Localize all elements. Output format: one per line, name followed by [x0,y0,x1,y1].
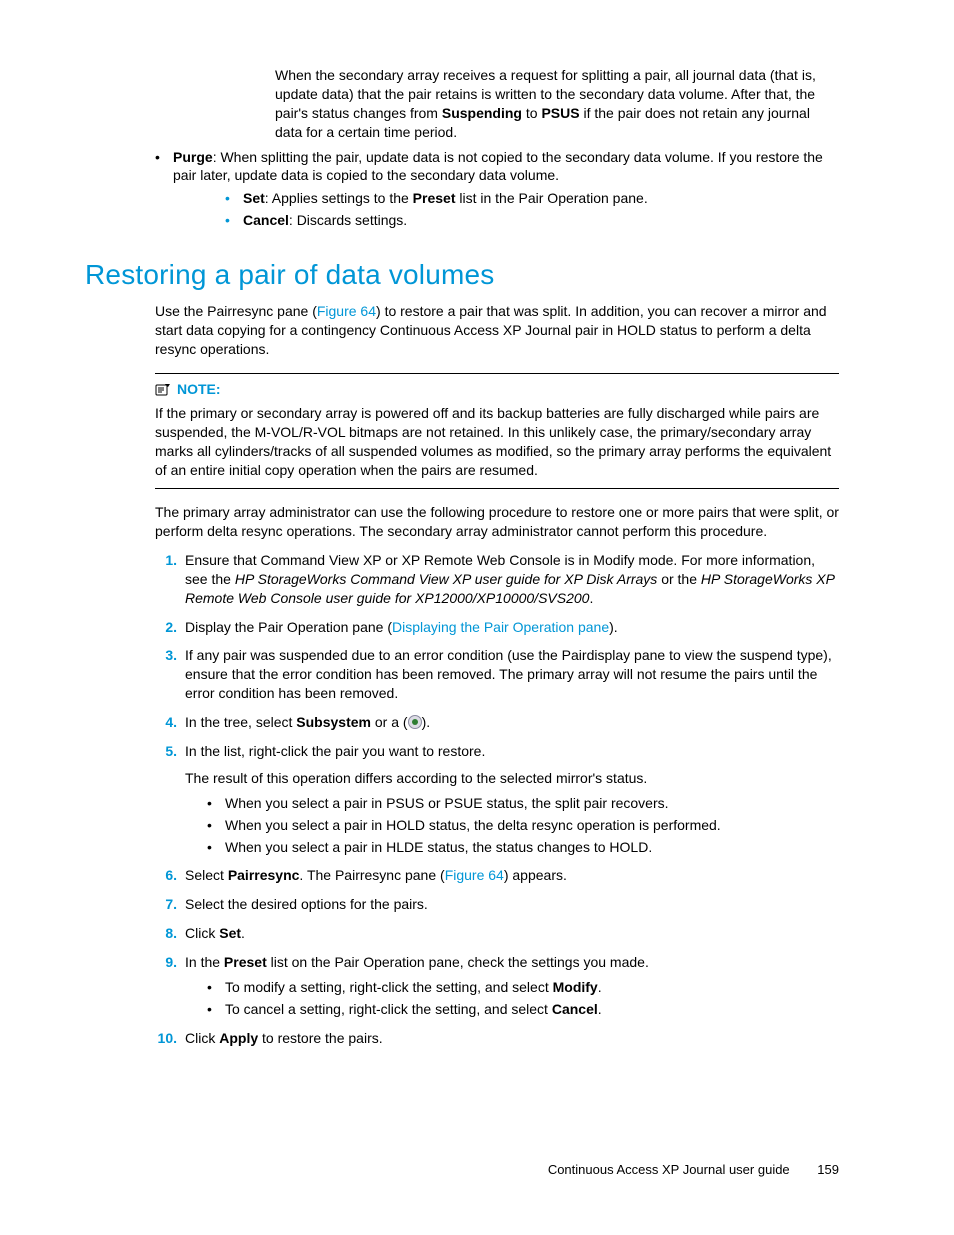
step5-text: In the list, right-click the pair you wa… [185,743,485,759]
step-5: In the list, right-click the pair you wa… [155,742,839,856]
step9-a: In the [185,954,224,970]
s9b2a: To cancel a setting, right-click the set… [225,1001,552,1017]
step5-sub3: When you select a pair in HLDE status, t… [207,838,839,857]
set-tail: list in the Pair Operation pane. [455,190,647,206]
step4-bold: Subsystem [296,714,371,730]
set-label: Set [243,190,265,206]
s9b2b: . [598,1001,602,1017]
step9-sub1: To modify a setting, right-click the set… [207,978,839,997]
step1-end: . [589,590,593,606]
figure-64-link-2[interactable]: Figure 64 [445,867,504,883]
step2-b: ). [609,619,618,635]
page-number: 159 [817,1162,839,1177]
step-9: In the Preset list on the Pair Operation… [155,953,839,1019]
note-label: NOTE: [177,381,221,397]
step6-a: Select [185,867,228,883]
step10-bold: Apply [219,1030,258,1046]
step2-a: Display the Pair Operation pane ( [185,619,392,635]
s9b1a: To modify a setting, right-click the set… [225,979,553,995]
footer-title: Continuous Access XP Journal user guide [548,1162,790,1177]
display-pair-link[interactable]: Displaying the Pair Operation pane [392,619,609,635]
step4-b: or a ( [371,714,408,730]
procedure-steps: Ensure that Command View XP or XP Remote… [155,551,839,1048]
set-cancel-list: Set: Applies settings to the Preset list… [225,189,839,230]
after-note-para: The primary array administrator can use … [155,503,839,541]
figure-64-link[interactable]: Figure 64 [317,303,376,319]
preset-bold: Preset [413,190,456,206]
page-container: When the secondary array receives a requ… [0,0,954,1235]
step9-bold: Preset [224,954,267,970]
step9-b: list on the Pair Operation pane, check t… [267,954,649,970]
step5-sub2: When you select a pair in HOLD status, t… [207,816,839,835]
step4-c: ). [422,714,431,730]
step6-bold: Pairresync [228,867,300,883]
step-6: Select Pairresync. The Pairresync pane (… [155,866,839,885]
step6-c: ) appears. [504,867,567,883]
step9-sub2: To cancel a setting, right-click the set… [207,1000,839,1019]
s9b1bold: Modify [553,979,598,995]
bold-psus: PSUS [541,105,579,121]
step-7: Select the desired options for the pairs… [155,895,839,914]
step10-a: Click [185,1030,219,1046]
cancel-text: : Discards settings. [289,212,407,228]
step-2: Display the Pair Operation pane (Display… [155,618,839,637]
bold-suspending: Suspending [442,105,522,121]
purge-item: Purge: When splitting the pair, update d… [155,148,839,186]
step6-b: . The Pairresync pane ( [299,867,444,883]
s9b2bold: Cancel [552,1001,598,1017]
set-text: : Applies settings to the [265,190,413,206]
step-8: Click Set. [155,924,839,943]
note-bottom-rule [155,488,839,489]
purge-label: Purge [173,149,213,165]
note-body: If the primary or secondary array is pow… [155,404,839,480]
section-heading: Restoring a pair of data volumes [85,256,839,294]
flush-paragraph: When the secondary array receives a requ… [275,66,839,142]
step-1: Ensure that Command View XP or XP Remote… [155,551,839,608]
cancel-item: Cancel: Discards settings. [225,211,839,230]
note-icon [155,382,171,401]
continuation-block: When the secondary array receives a requ… [155,66,839,230]
s9b1b: . [598,979,602,995]
step9-sublist: To modify a setting, right-click the set… [207,978,839,1019]
note-top-rule [155,373,839,374]
step10-b: to restore the pairs. [258,1030,383,1046]
purge-text: : When splitting the pair, update data i… [173,149,823,184]
to-word: to [522,105,541,121]
step8-b: . [241,925,245,941]
step-3: If any pair was suspended due to an erro… [155,646,839,703]
cancel-label: Cancel [243,212,289,228]
subsystem-tree-icon [408,715,422,729]
set-item: Set: Applies settings to the Preset list… [225,189,839,208]
step8-bold: Set [219,925,241,941]
note-heading: NOTE: [155,380,839,401]
section-intro-para: Use the Pairresync pane (Figure 64) to r… [155,302,839,359]
step5-sublist: When you select a pair in PSUS or PSUE s… [207,794,839,857]
page-footer: Continuous Access XP Journal user guide … [548,1161,839,1179]
step1-italic1: HP StorageWorks Command View XP user gui… [235,571,657,587]
step-4: In the tree, select Subsystem or a (). [155,713,839,732]
step1-mid: or the [657,571,701,587]
step8-a: Click [185,925,219,941]
step-10: Click Apply to restore the pairs. [155,1029,839,1048]
section-para1-a: Use the Pairresync pane ( [155,303,317,319]
step5-follow: The result of this operation differs acc… [185,769,839,788]
purge-list: Purge: When splitting the pair, update d… [155,148,839,186]
step4-a: In the tree, select [185,714,296,730]
step5-sub1: When you select a pair in PSUS or PSUE s… [207,794,839,813]
